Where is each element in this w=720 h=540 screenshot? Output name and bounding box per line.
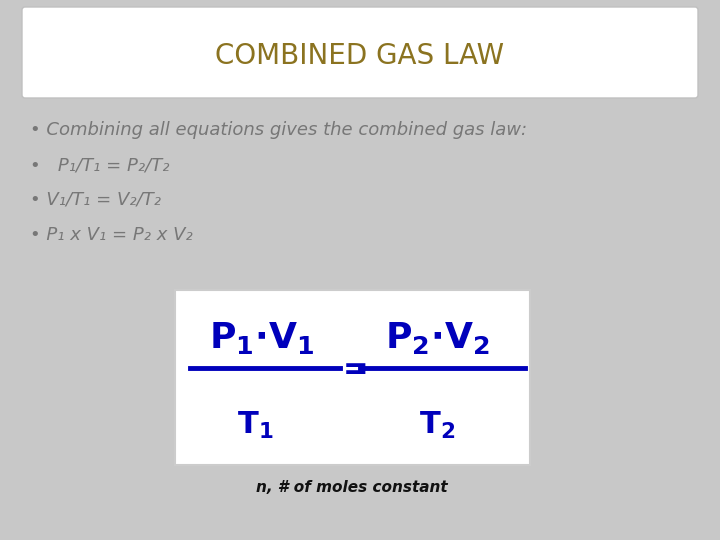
Text: $\mathbf{P_1{\cdot}V_1}$: $\mathbf{P_1{\cdot}V_1}$ [210, 320, 315, 356]
Text: • Combining all equations gives the combined gas law:: • Combining all equations gives the comb… [30, 121, 527, 139]
Text: •   P₁/T₁ = P₂/T₂: • P₁/T₁ = P₂/T₂ [30, 156, 169, 174]
Text: • V₁/T₁ = V₂/T₂: • V₁/T₁ = V₂/T₂ [30, 191, 161, 209]
Text: $\mathbf{=}$: $\mathbf{=}$ [337, 354, 367, 382]
Text: $\mathbf{T_2}$: $\mathbf{T_2}$ [419, 409, 455, 441]
Text: • P₁ x V₁ = P₂ x V₂: • P₁ x V₁ = P₂ x V₂ [30, 226, 193, 244]
FancyBboxPatch shape [22, 7, 698, 98]
Text: n, # of moles constant: n, # of moles constant [256, 480, 448, 495]
Text: $\mathbf{P_2{\cdot}V_2}$: $\mathbf{P_2{\cdot}V_2}$ [384, 320, 490, 356]
Text: $\mathbf{T_1}$: $\mathbf{T_1}$ [237, 409, 273, 441]
Text: COMBINED GAS LAW: COMBINED GAS LAW [215, 42, 505, 70]
FancyBboxPatch shape [175, 290, 530, 465]
